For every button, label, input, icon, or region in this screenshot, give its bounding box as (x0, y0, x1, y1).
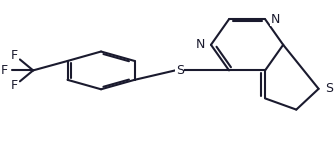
Text: F: F (1, 64, 8, 77)
Text: N: N (196, 38, 205, 51)
Text: S: S (176, 64, 184, 77)
Text: F: F (11, 49, 18, 62)
Text: F: F (11, 79, 18, 92)
Text: N: N (271, 13, 281, 26)
Text: S: S (325, 82, 333, 95)
